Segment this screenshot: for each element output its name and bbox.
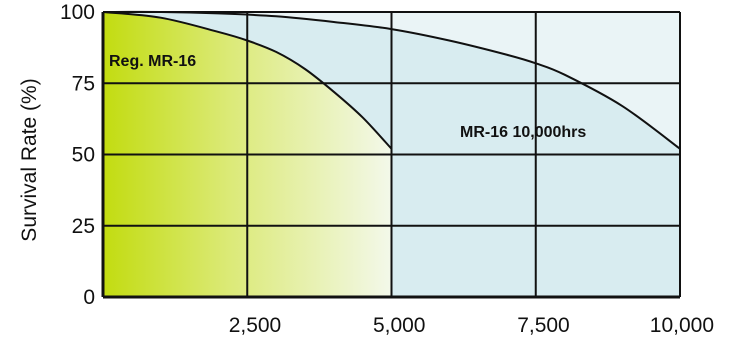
x-tick-label: 2,500 — [229, 314, 282, 337]
y-tick-label: 25 — [72, 215, 95, 238]
x-tick-label: 7,500 — [517, 314, 570, 337]
y-axis-title: Survival Rate (%) — [18, 78, 41, 241]
y-tick-label: 100 — [60, 1, 95, 24]
x-tick-label: 5,000 — [373, 314, 426, 337]
series-label-mr16-10000hrs: MR-16 10,000hrs — [460, 124, 586, 141]
y-tick-label: 75 — [72, 72, 95, 95]
y-tick-label: 0 — [83, 286, 95, 309]
series-line-reg-mr16 — [102, 11, 393, 150]
series-line-mr16-10000hrs — [102, 10, 681, 150]
x-tick-label: 10,000 — [650, 314, 714, 337]
grid-lines — [103, 11, 681, 297]
series-label-reg-mr16: Reg. MR-16 — [109, 53, 196, 70]
y-tick-label: 50 — [72, 144, 95, 167]
